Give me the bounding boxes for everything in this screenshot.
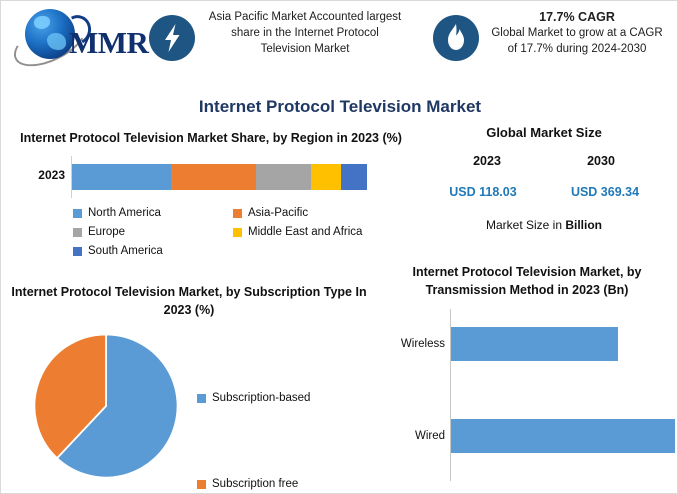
legend-item: Subscription free: [197, 475, 367, 493]
market-size-unit-value: Billion: [565, 218, 603, 232]
legend-item: North America: [73, 204, 233, 222]
legend-item: Europe: [73, 223, 233, 241]
region-segment-middle-east-and-africa: [310, 164, 341, 190]
region-share-chart-title: Internet Protocol Television Market Shar…: [20, 131, 402, 145]
region-segment-asia-pacific: [170, 164, 256, 190]
legend-item: Middle East and Africa: [233, 223, 393, 241]
region-segment-north-america: [72, 164, 171, 190]
subscription-type-chart: Internet Protocol Television Market, by …: [11, 283, 367, 493]
page-title: Internet Protocol Television Market: [198, 97, 482, 116]
transmission-bar-row: Wireless: [377, 327, 677, 361]
legend-label: Subscription free: [212, 478, 299, 490]
badge-cagr-title: 17.7% CAGR: [539, 10, 615, 24]
logo-text: MMR: [69, 25, 149, 60]
transmission-category-label: Wireless: [400, 338, 445, 350]
subscription-type-chart-title: Internet Protocol Television Market, by …: [11, 285, 367, 317]
legend-swatch-icon: [197, 393, 206, 403]
market-size-value-end: USD 369.34: [570, 185, 640, 199]
region-segment-europe: [255, 164, 311, 190]
badge-cagr-body: Global Market to grow at a CAGR of 17.7%…: [491, 27, 663, 55]
region-stacked-bar: [72, 164, 367, 190]
badge-cagr-text: 17.7% CAGR Global Market to grow at a CA…: [491, 9, 663, 57]
market-size-unit-prefix: Market Size in: [485, 218, 566, 232]
legend-swatch-icon: [197, 479, 206, 489]
region-share-chart: Internet Protocol Television Market Shar…: [15, 129, 407, 261]
region-chart-legend: North America Asia-Pacific Europe Middle Ea…: [73, 204, 393, 261]
globe-icon: [25, 9, 75, 59]
transmission-bar-row: Wired: [377, 419, 677, 453]
legend-item: South America: [73, 242, 233, 260]
legend-label: Europe: [88, 226, 126, 238]
region-share-plot: 2023: [15, 156, 407, 198]
global-market-size-years: 2023 2030: [419, 154, 669, 168]
transmission-bar-wireless: [451, 327, 618, 361]
subscription-type-plot: Subscription-based Subscription free: [11, 327, 367, 493]
global-market-size-panel: Global Market Size 2023 2030 USD 118.03 …: [419, 125, 669, 232]
legend-swatch-icon: [73, 208, 82, 218]
transmission-chart-axis: [450, 309, 451, 481]
lightning-bolt-icon: [149, 15, 195, 61]
legend-swatch-icon: [233, 227, 242, 237]
legend-label: North America: [88, 207, 161, 219]
market-size-unit-note: Market Size in Billion: [419, 218, 669, 232]
legend-label: Middle East and Africa: [248, 226, 363, 238]
pie-slice-subscription-free: [33, 333, 107, 460]
transmission-method-chart: Internet Protocol Television Market, by …: [377, 263, 677, 481]
market-size-year-end: 2030: [587, 154, 615, 168]
badge-cagr: 17.7% CAGR Global Market to grow at a CA…: [433, 9, 663, 61]
transmission-bar-wired: [451, 419, 675, 453]
company-logo: MMR: [6, 7, 157, 77]
header: MMR Asia Pacific Market Accounted larges…: [1, 1, 677, 89]
legend-label: Asia-Pacific: [248, 207, 309, 219]
badge-asia-pacific-text: Asia Pacific Market Accounted largest sh…: [208, 11, 402, 55]
transmission-method-plot: Wireless Wired: [377, 309, 677, 481]
legend-label: South America: [88, 245, 163, 257]
legend-swatch-icon: [73, 246, 82, 256]
pie-chart-graphic: [33, 333, 179, 479]
market-size-year-start: 2023: [473, 154, 501, 168]
legend-item: Subscription-based: [197, 389, 367, 407]
global-market-size-values: USD 118.03 USD 369.34: [419, 185, 669, 199]
legend-item: Asia-Pacific: [233, 204, 393, 222]
transmission-method-chart-title: Internet Protocol Television Market, by …: [412, 265, 642, 297]
legend-label: Subscription-based: [212, 392, 311, 404]
market-size-value-start: USD 118.03: [449, 185, 517, 199]
global-market-size-title: Global Market Size: [486, 125, 602, 140]
pie-slice-subscription-based: [55, 333, 179, 479]
region-segment-south-america: [340, 164, 367, 190]
flame-icon: [433, 15, 479, 61]
badge-asia-pacific: Asia Pacific Market Accounted largest sh…: [149, 9, 403, 61]
region-chart-axis: [71, 156, 72, 198]
region-chart-category-label: 2023: [38, 168, 65, 182]
transmission-category-label: Wired: [414, 430, 445, 442]
legend-swatch-icon: [233, 208, 242, 218]
legend-swatch-icon: [73, 227, 82, 237]
